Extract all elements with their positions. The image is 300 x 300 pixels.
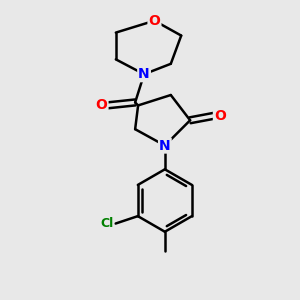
Text: N: N: [159, 139, 171, 152]
Text: Cl: Cl: [100, 217, 113, 230]
Text: O: O: [214, 109, 226, 123]
Text: O: O: [96, 98, 107, 112]
Text: O: O: [148, 14, 160, 28]
Text: N: N: [138, 67, 150, 81]
